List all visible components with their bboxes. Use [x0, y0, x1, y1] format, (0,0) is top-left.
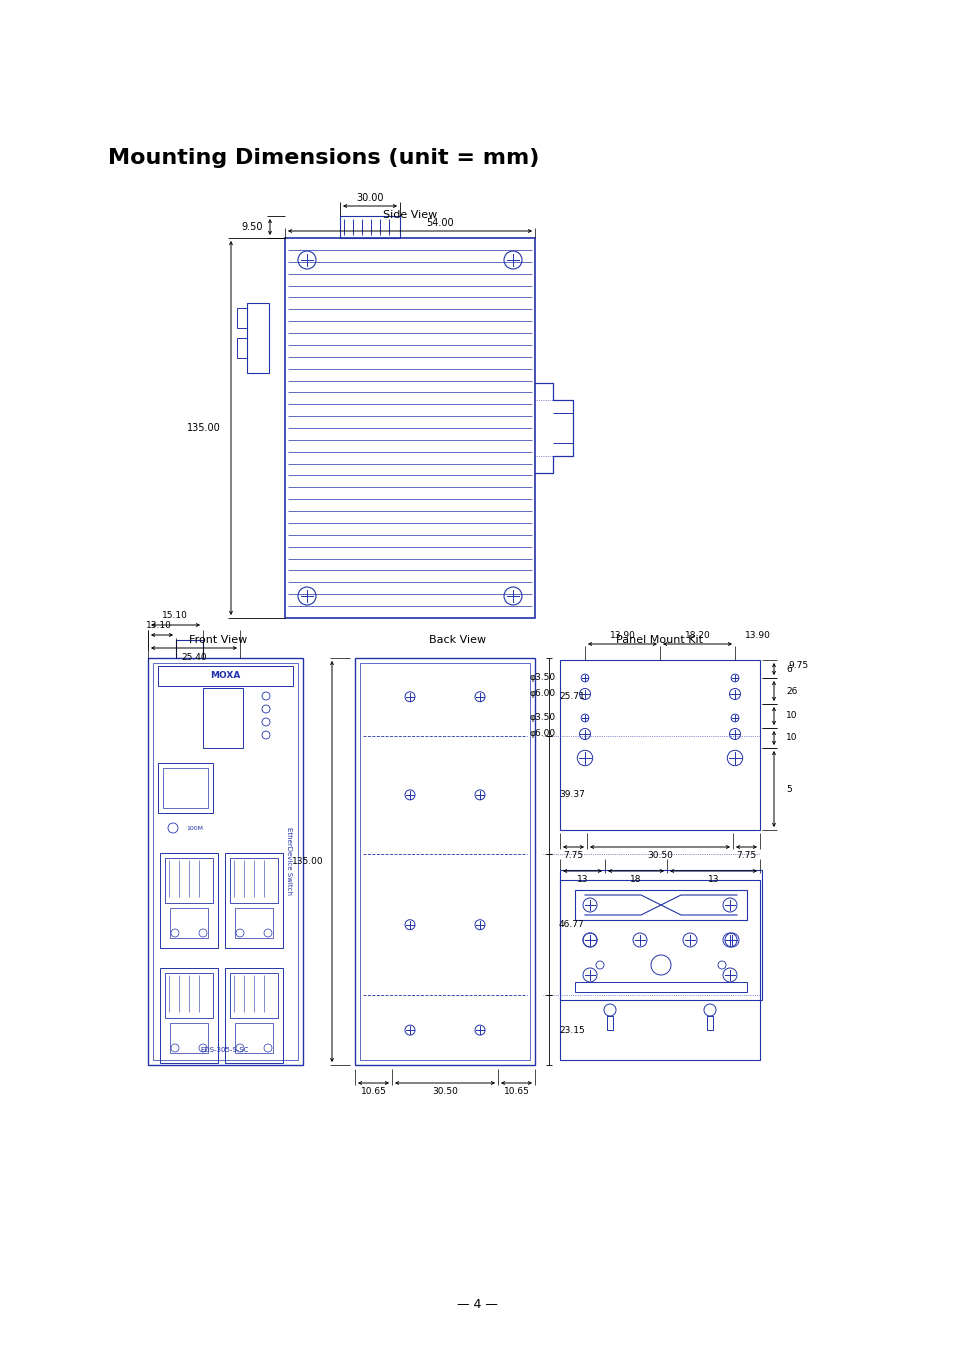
Text: 7.75: 7.75 [736, 851, 756, 861]
Bar [285, 238, 535, 617]
Text: Mounting Dimensions (unit = mm): Mounting Dimensions (unit = mm) [108, 149, 538, 168]
Bar [230, 973, 277, 1019]
Bar [158, 666, 293, 686]
Text: Panel Mount Kit: Panel Mount Kit [616, 635, 702, 644]
Text: 13: 13 [707, 875, 719, 885]
Text: 13.90: 13.90 [744, 631, 770, 640]
Text: 10.65: 10.65 [360, 1088, 386, 1097]
Text: 30.00: 30.00 [355, 193, 383, 203]
Text: 18: 18 [630, 875, 641, 885]
Bar [236, 308, 247, 328]
Text: 13: 13 [577, 875, 588, 885]
Text: φ6.00: φ6.00 [529, 689, 556, 698]
Text: Side View: Side View [382, 209, 436, 220]
Text: 13.90: 13.90 [609, 631, 635, 640]
Text: 30.50: 30.50 [432, 1088, 457, 1097]
Bar [175, 640, 203, 658]
Text: EtherDevice Switch: EtherDevice Switch [286, 827, 292, 894]
Text: Back View: Back View [429, 635, 486, 644]
Bar [165, 858, 213, 902]
Text: 10: 10 [785, 712, 797, 720]
Text: 6: 6 [785, 665, 791, 674]
Bar [236, 338, 247, 358]
Bar [355, 658, 535, 1065]
Bar [359, 663, 530, 1061]
Bar [170, 1023, 208, 1052]
Text: 23.15: 23.15 [558, 1025, 584, 1035]
Bar [165, 973, 213, 1019]
Bar [160, 852, 218, 948]
Text: 18.20: 18.20 [684, 631, 710, 640]
Bar [234, 1023, 273, 1052]
Bar [158, 763, 213, 813]
Text: φ3.50: φ3.50 [529, 674, 556, 682]
Text: 9.75: 9.75 [787, 661, 807, 670]
Bar [559, 870, 761, 1000]
Text: 135.00: 135.00 [187, 423, 221, 434]
Bar [230, 858, 277, 902]
Bar [575, 890, 746, 920]
Text: 39.37: 39.37 [558, 790, 584, 800]
Text: 9.50: 9.50 [241, 222, 263, 232]
Bar [247, 303, 269, 373]
Text: 7.75: 7.75 [563, 851, 583, 861]
Bar [225, 852, 283, 948]
Text: EDS-305-S-SC: EDS-305-S-SC [200, 1047, 249, 1052]
Bar [152, 663, 297, 1061]
Text: 15.10: 15.10 [162, 611, 188, 620]
Text: — 4 —: — 4 — [456, 1298, 497, 1312]
Bar [706, 1016, 712, 1029]
Text: MOXA: MOXA [210, 671, 240, 681]
Text: 30.50: 30.50 [646, 851, 672, 861]
Text: 25.71: 25.71 [558, 692, 584, 701]
Text: 5: 5 [785, 785, 791, 793]
Bar [559, 661, 760, 830]
Bar [575, 982, 746, 992]
Text: 46.77: 46.77 [558, 920, 584, 929]
Text: 26: 26 [785, 686, 797, 696]
Text: φ6.00: φ6.00 [529, 730, 556, 739]
Bar [559, 880, 760, 1061]
Bar [234, 908, 273, 938]
Bar [606, 1016, 613, 1029]
Text: 13.10: 13.10 [146, 620, 172, 630]
Bar [148, 658, 303, 1065]
Text: 100M: 100M [186, 825, 203, 831]
Bar [163, 767, 208, 808]
Bar [339, 216, 399, 238]
Text: 10: 10 [785, 734, 797, 743]
Text: 54.00: 54.00 [426, 218, 454, 228]
Bar [160, 969, 218, 1063]
Text: Front View: Front View [189, 635, 247, 644]
Bar [203, 688, 243, 748]
Text: φ3.50: φ3.50 [529, 713, 556, 723]
Bar [225, 969, 283, 1063]
Text: 25.40: 25.40 [181, 654, 207, 662]
Text: 135.00: 135.00 [292, 857, 324, 866]
Bar [170, 908, 208, 938]
Text: 10.65: 10.65 [503, 1088, 529, 1097]
